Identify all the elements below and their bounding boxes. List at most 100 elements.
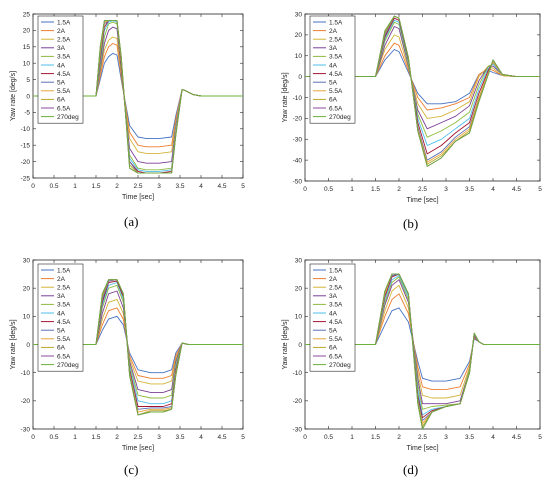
legend-label: 5.5A <box>329 88 343 95</box>
y-tick-label: 10 <box>295 53 303 60</box>
y-tick-label: 10 <box>23 61 31 68</box>
caption-c: (c) <box>124 462 139 477</box>
legend-label: 270deg <box>329 114 351 121</box>
legend-label: 2A <box>57 276 66 283</box>
legend-box <box>37 263 84 372</box>
series-line-1.5A <box>305 49 540 105</box>
y-tick-label: -40 <box>293 157 303 164</box>
series-group <box>305 15 540 167</box>
caption-b: (b) <box>403 216 419 231</box>
legend-label: 6.5A <box>57 353 71 360</box>
legend-label: 2.5A <box>329 37 343 44</box>
legend-label: 6A <box>329 97 338 104</box>
y-tick-label: 10 <box>295 314 303 321</box>
y-tick-label: -25 <box>21 175 31 182</box>
series-group <box>33 279 243 416</box>
y-tick-label: 25 <box>23 11 31 18</box>
legend-label: 3.5A <box>57 302 71 309</box>
x-tick-label: 2 <box>115 183 119 190</box>
legend-label: 3A <box>329 45 338 52</box>
x-tick-label: 3 <box>444 434 448 441</box>
y-tick-label: -20 <box>293 398 303 405</box>
x-tick-label: 0 <box>31 434 35 441</box>
caption-d: (d) <box>403 462 419 477</box>
x-tick-label: 1 <box>73 434 77 441</box>
x-tick-label: 1.5 <box>91 183 100 190</box>
y-tick-label: 0 <box>26 342 30 349</box>
legend-label: 1.5A <box>57 267 71 274</box>
legend-label: 6.5A <box>329 353 343 360</box>
legend-label: 5A <box>57 80 66 87</box>
x-tick-label: 3 <box>157 434 161 441</box>
x-tick-label: 5 <box>241 434 245 441</box>
legend-label: 2.5A <box>329 285 343 292</box>
legend-label: 6A <box>57 345 66 352</box>
x-tick-label: 1.5 <box>371 186 380 193</box>
series-line-270deg <box>33 279 243 416</box>
x-tick-label: 0.5 <box>49 434 58 441</box>
series-line-270deg <box>305 15 540 167</box>
x-tick-label: 3.5 <box>175 434 184 441</box>
x-tick-label: 2.5 <box>418 434 427 441</box>
y-tick-label: 30 <box>295 11 303 18</box>
y-axis-label: Yaw rate [deg/s] <box>10 71 17 121</box>
legend-label: 4.5A <box>329 319 343 326</box>
legend-label: 1.5A <box>57 19 71 26</box>
x-tick-label: 0 <box>303 186 307 193</box>
legend-label: 5A <box>329 80 338 87</box>
y-tick-label: -5 <box>24 110 30 117</box>
x-axis-label: Time [sec] <box>406 197 438 204</box>
y-tick-label: 0 <box>298 74 302 81</box>
legend-label: 6A <box>57 97 66 104</box>
legend-label: 5.5A <box>329 336 343 343</box>
legend-label: 4.5A <box>57 71 71 78</box>
x-tick-label: 5 <box>241 183 245 190</box>
legend-label: 1.5A <box>329 19 343 26</box>
y-tick-label: 30 <box>23 257 31 264</box>
y-tick-label: -50 <box>293 178 303 185</box>
x-axis-label: Time [sec] <box>122 194 154 201</box>
legend-label: 4A <box>57 310 66 317</box>
y-tick-label: -10 <box>21 126 31 133</box>
legend-box <box>309 263 356 372</box>
x-tick-label: 4.5 <box>512 434 521 441</box>
y-tick-label: -10 <box>293 370 303 377</box>
y-tick-label: 0 <box>26 93 30 100</box>
chart-panel-c: 0 0.5 1 1.5 2 2.5 3 3.5 4 4.5 5 -30 -20 -10 0 10 20 30 Tim… <box>10 257 245 452</box>
chart-panel-a: 0 0.5 1 1.5 2 2.5 3 3.5 4 4.5 5 -25 -20 -15 -10 -5 0 5 10 1… <box>10 11 245 201</box>
x-tick-label: 2.5 <box>133 434 142 441</box>
x-tick-label: 5 <box>538 434 542 441</box>
legend-label: 3.5A <box>329 302 343 309</box>
y-tick-label: 15 <box>23 44 31 51</box>
x-tick-label: 3.5 <box>175 183 184 190</box>
legend-label: 4A <box>329 310 338 317</box>
x-tick-label: 0.5 <box>49 183 58 190</box>
legend-box <box>309 15 356 124</box>
legend-label: 1.5A <box>329 267 343 274</box>
legend-label: 5.5A <box>57 336 71 343</box>
legend-label: 270deg <box>329 362 351 369</box>
x-tick-label: 4.5 <box>217 434 226 441</box>
legend-label: 4.5A <box>57 319 71 326</box>
y-axis-label: Yaw rate [deg/s] <box>282 72 289 122</box>
x-tick-label: 3 <box>157 183 161 190</box>
x-tick-label: 1.5 <box>371 434 380 441</box>
legend-label: 4.5A <box>329 71 343 78</box>
x-tick-label: 1 <box>73 183 77 190</box>
y-tick-label: -20 <box>293 116 303 123</box>
y-tick-label: 0 <box>298 342 302 349</box>
y-tick-label: 20 <box>295 32 303 39</box>
y-tick-label: 5 <box>26 77 30 84</box>
series-line-270deg <box>305 273 540 429</box>
y-tick-label: -10 <box>293 95 303 102</box>
legend-label: 3A <box>329 293 338 300</box>
y-tick-label: -20 <box>21 398 31 405</box>
y-tick-label: -30 <box>21 426 31 433</box>
series-line-2.5A <box>305 34 540 119</box>
legend-label: 2A <box>57 28 66 35</box>
legend-label: 5.5A <box>57 88 71 95</box>
